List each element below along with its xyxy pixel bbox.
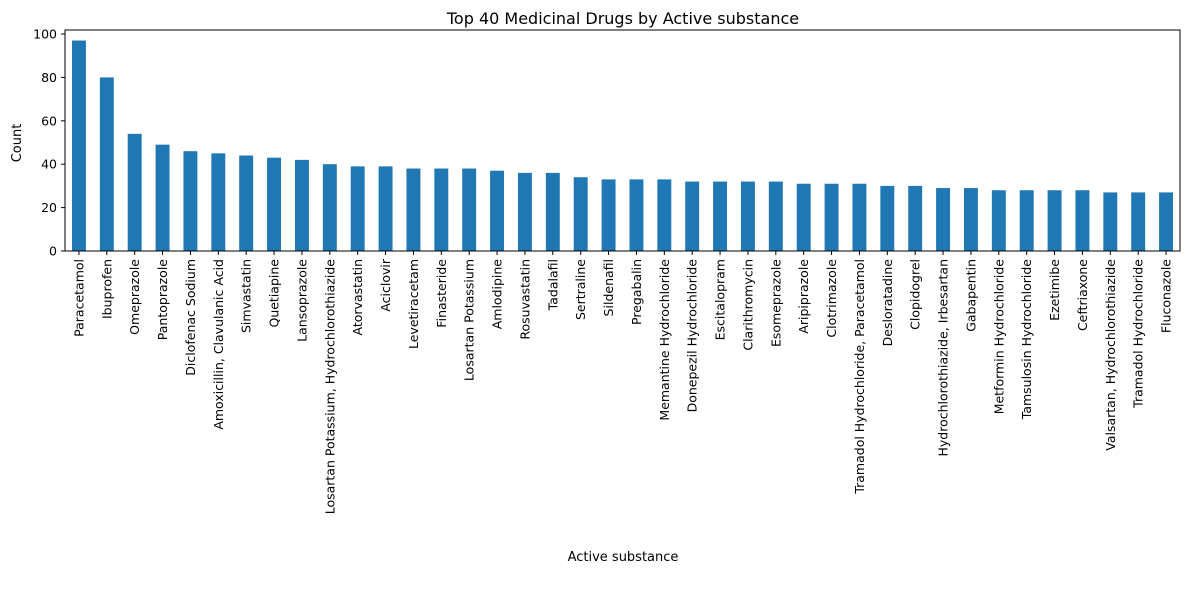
bar — [71, 40, 86, 252]
bar — [267, 157, 282, 251]
x-tick-label: Losartan Potassium — [462, 259, 477, 381]
bar — [462, 168, 477, 251]
x-tick-label: Clopidogrel — [908, 259, 923, 330]
bar — [1047, 190, 1062, 251]
x-tick-label: Aripiprazole — [796, 259, 811, 334]
x-tick-label: Sildenafil — [601, 259, 616, 316]
bars-group — [71, 40, 1174, 252]
x-tick-label: Pregabalin — [629, 259, 644, 325]
bar — [183, 151, 198, 251]
x-tick-label: Quetiapine — [267, 259, 282, 328]
x-tick-label: Simvastatin — [239, 259, 254, 333]
bar — [155, 144, 170, 251]
x-axis-label: Active substance — [568, 550, 679, 565]
x-tick-label: Memantine Hydrochloride — [657, 259, 672, 421]
bar — [629, 179, 644, 251]
bar — [294, 159, 309, 251]
y-tick-label: 20 — [41, 200, 57, 215]
bar — [991, 190, 1006, 251]
bar — [1019, 190, 1034, 251]
x-tick-label: Pantoprazole — [155, 259, 170, 341]
x-tick-label: Tramadol Hydrochloride — [1131, 259, 1146, 409]
x-tick-label: Fluconazole — [1159, 259, 1174, 333]
x-tick-label: Ceftriaxone — [1075, 259, 1090, 331]
x-tick-label: Hydrochlorothiazide, Irbesartan — [936, 259, 951, 456]
bar — [239, 155, 254, 251]
x-tick-label: Omeprazole — [127, 259, 142, 335]
bar — [99, 77, 114, 251]
bar — [545, 172, 560, 251]
x-tick-label: Paracetamol — [71, 259, 86, 337]
bar — [768, 181, 783, 251]
x-tick-label: Ezetimibe — [1047, 259, 1062, 321]
x-tick-label: Amoxicillin, Clavulanic Acid — [211, 259, 226, 430]
bar — [350, 166, 365, 251]
x-tick-label: Gabapentin — [963, 259, 978, 332]
x-tick-label: Clotrimazole — [824, 259, 839, 338]
bar — [713, 181, 728, 251]
y-axis: 0 20 40 60 80 100 — [33, 27, 65, 259]
y-tick-label: 80 — [41, 70, 57, 85]
x-tick-label: Metformin Hydrochloride — [991, 259, 1006, 415]
bar — [1103, 192, 1118, 251]
x-tick-label: Atorvastatin — [350, 259, 365, 335]
y-axis-label: Count — [10, 124, 25, 163]
chart-title: Top 40 Medicinal Drugs by Active substan… — [446, 9, 799, 28]
y-tick-label: 40 — [41, 157, 57, 172]
bar — [517, 172, 532, 251]
x-tick-label: Amlodipine — [490, 259, 505, 330]
bar — [908, 185, 923, 251]
x-tick-label: Tamsulosin Hydrochloride — [1019, 259, 1034, 421]
x-tick-label: Tadalafil — [545, 259, 560, 311]
x-axis: Paracetamol Ibuprofen Omeprazole Pantoprazo… — [71, 251, 1174, 515]
x-tick-label: Esomeprazole — [768, 259, 783, 347]
bar — [880, 185, 895, 251]
bar — [322, 164, 337, 251]
plot-frame — [64, 29, 1181, 252]
y-tick-label: 0 — [49, 244, 57, 259]
x-tick-label: Rosuvastatin — [517, 259, 532, 340]
x-tick-label: Clarithromycin — [740, 259, 755, 351]
x-tick-label: Donepezil Hydrochloride — [685, 259, 700, 413]
bar — [1131, 192, 1146, 251]
x-tick-label: Losartan Potassium, Hydrochlorothiazide — [322, 259, 337, 515]
bar — [852, 183, 867, 251]
bar — [740, 181, 755, 251]
x-tick-label: Diclofenac Sodium — [183, 259, 198, 376]
x-tick-label: Ibuprofen — [99, 259, 114, 319]
x-tick-label: Aciclovir — [378, 258, 393, 312]
bar — [963, 188, 978, 251]
bar — [601, 179, 616, 251]
x-tick-label: Finasteride — [434, 259, 449, 328]
bar — [211, 153, 226, 251]
bar — [824, 183, 839, 251]
x-tick-label: Valsartan, Hydrochlorothiazide — [1103, 259, 1118, 451]
bar — [490, 170, 505, 251]
bar — [936, 188, 951, 251]
y-tick-label: 100 — [33, 27, 57, 42]
x-tick-label: Tramadol Hydrochloride, Paracetamol — [852, 259, 867, 495]
bar — [127, 133, 142, 251]
x-tick-label: Desloratadine — [880, 259, 895, 347]
bar — [685, 181, 700, 251]
x-tick-label: Lansoprazole — [294, 259, 309, 342]
x-tick-label: Levetiracetam — [406, 259, 421, 349]
y-tick-label: 60 — [41, 113, 57, 128]
bar — [378, 166, 393, 251]
bar — [1159, 192, 1174, 251]
bar — [573, 177, 588, 251]
bar — [796, 183, 811, 251]
bar — [657, 179, 672, 251]
bar — [1075, 190, 1090, 251]
bar — [406, 168, 421, 251]
x-tick-label: Sertraline — [573, 259, 588, 320]
bar — [434, 168, 449, 251]
x-tick-label: Escitalopram — [713, 259, 728, 340]
